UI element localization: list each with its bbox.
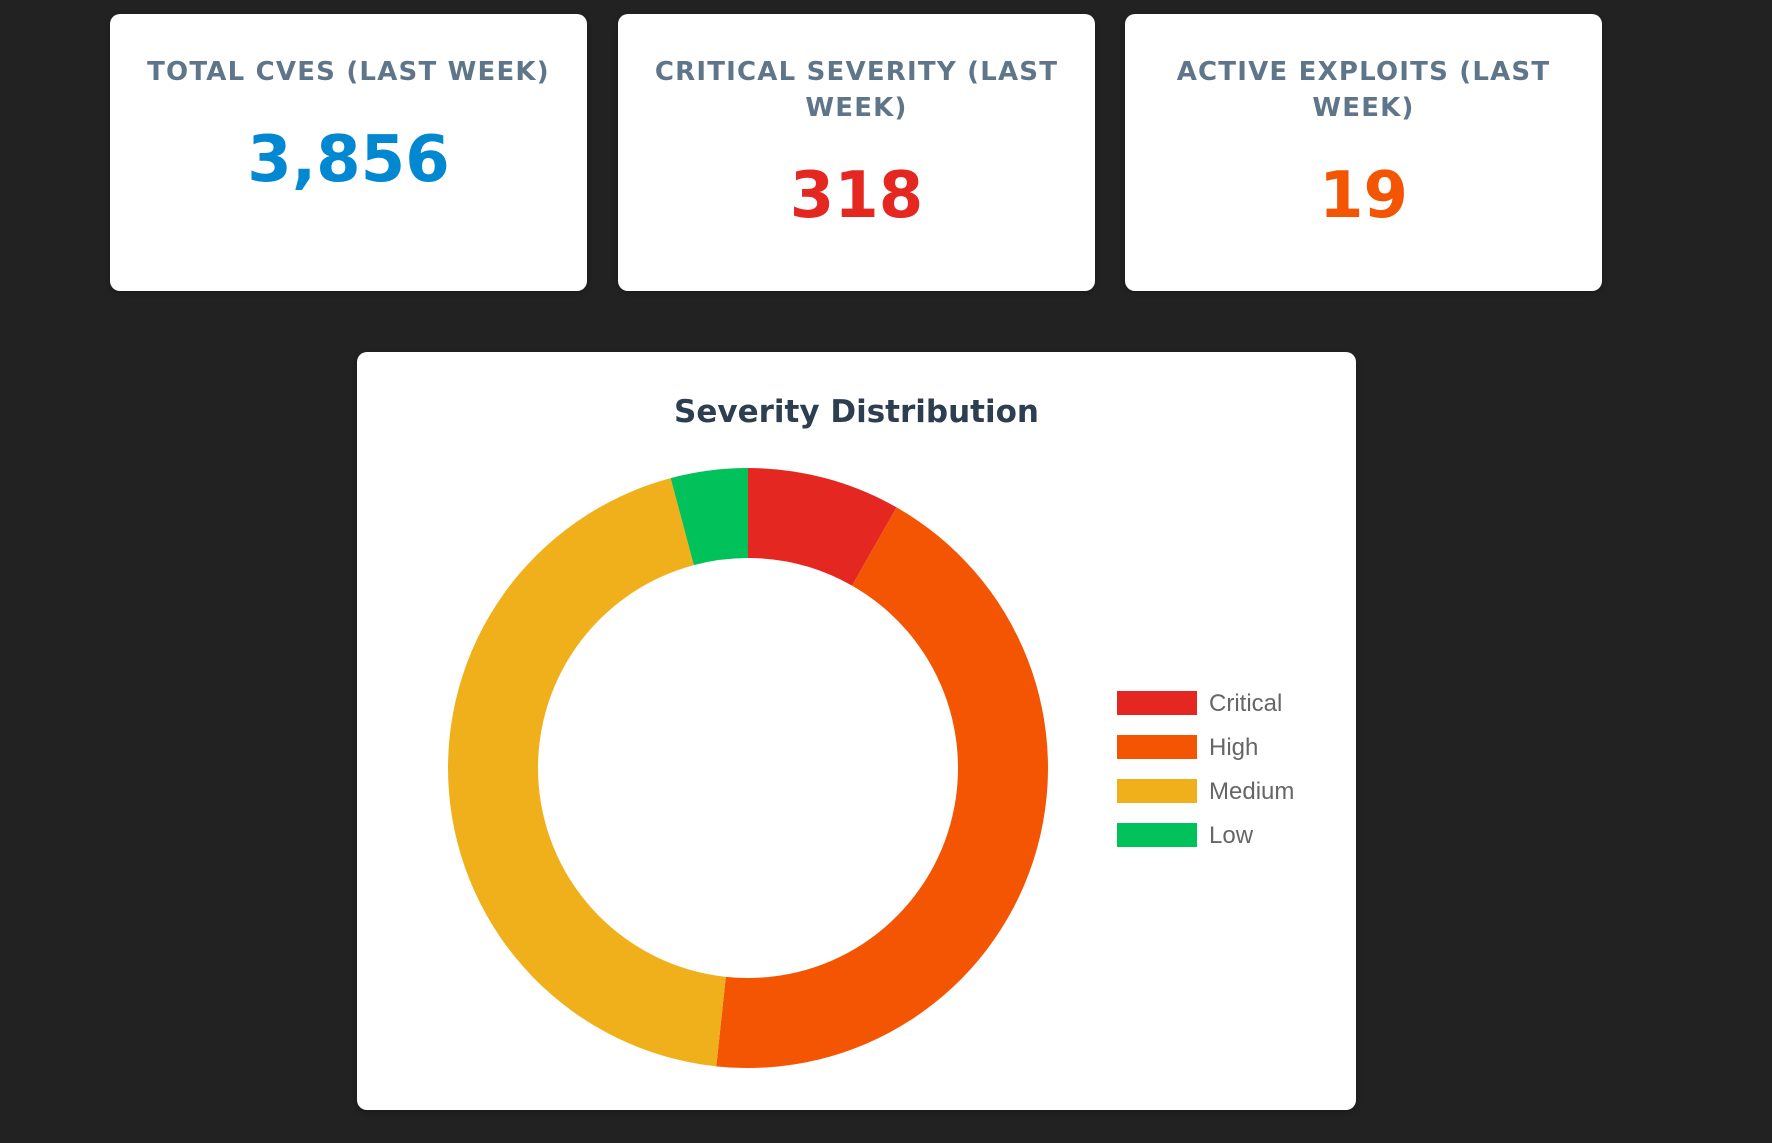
chart-title: Severity Distribution xyxy=(674,394,1039,430)
stat-label-total-cves: TOTAL CVES (LAST WEEK) xyxy=(147,57,550,87)
legend-item-medium[interactable]: Medium xyxy=(1117,778,1294,805)
stat-label-active-exploits: ACTIVE EXPLOITS (LAST WEEK) xyxy=(1176,57,1551,123)
stat-card-active-exploits: ACTIVE EXPLOITS (LAST WEEK) 19 xyxy=(1125,14,1602,291)
stat-value-total-cves: 3,856 xyxy=(247,123,450,197)
legend-label-medium: Medium xyxy=(1209,778,1294,805)
stat-card-critical-severity: CRITICAL SEVERITY (LAST WEEK) 318 xyxy=(618,14,1095,291)
stat-value-active-exploits: 19 xyxy=(1318,159,1409,233)
donut-slice-medium[interactable] xyxy=(448,478,726,1067)
severity-donut-chart: Critical High Medium Low xyxy=(448,468,1294,1068)
stat-card-total-cves: TOTAL CVES (LAST WEEK) 3,856 xyxy=(110,14,587,291)
legend-label-critical: Critical xyxy=(1209,690,1282,717)
donut-slice-critical[interactable] xyxy=(748,468,897,586)
legend-swatch-critical xyxy=(1117,691,1197,715)
legend-item-critical[interactable]: Critical xyxy=(1117,690,1282,717)
legend-item-high[interactable]: High xyxy=(1117,734,1258,761)
donut-slice-low[interactable] xyxy=(670,468,748,566)
severity-chart-card: Severity Distribution Critical High Medium… xyxy=(357,352,1356,1110)
stat-value-critical-severity: 318 xyxy=(789,159,924,233)
stat-label-critical-severity: CRITICAL SEVERITY (LAST WEEK) xyxy=(654,57,1059,123)
legend-swatch-high xyxy=(1117,735,1197,759)
legend-swatch-medium xyxy=(1117,779,1197,803)
legend-label-low: Low xyxy=(1209,822,1254,849)
legend-item-low[interactable]: Low xyxy=(1117,822,1254,849)
legend-swatch-low xyxy=(1117,823,1197,847)
legend-label-high: High xyxy=(1209,734,1258,761)
donut-slice-high[interactable] xyxy=(716,507,1048,1068)
